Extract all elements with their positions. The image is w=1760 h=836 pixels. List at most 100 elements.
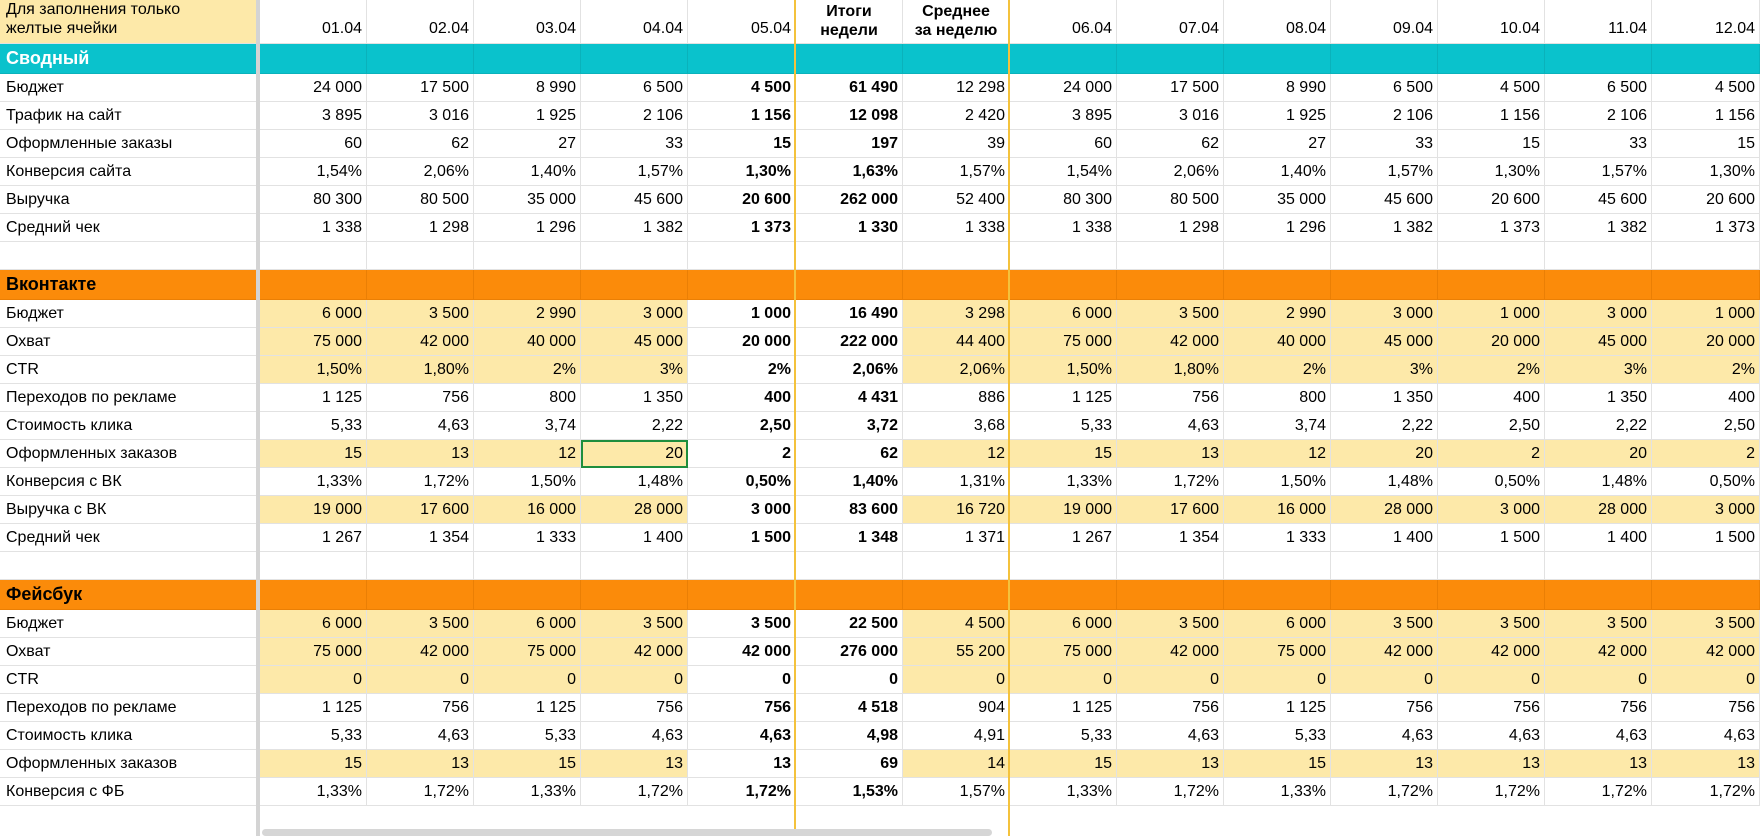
- summary-value-cell[interactable]: 13: [688, 750, 796, 778]
- data-cell[interactable]: 1 298: [1117, 214, 1224, 242]
- data-cell[interactable]: 3 000: [1545, 300, 1652, 328]
- data-cell[interactable]: 60: [260, 130, 367, 158]
- summary-value-cell[interactable]: 69: [796, 750, 903, 778]
- summary-value-cell[interactable]: 1 500: [688, 524, 796, 552]
- section-band-cell[interactable]: [903, 580, 1010, 610]
- data-cell[interactable]: 756: [367, 384, 474, 412]
- data-cell[interactable]: 1,33%: [1010, 778, 1117, 806]
- data-cell[interactable]: 62: [367, 130, 474, 158]
- data-cell[interactable]: 35 000: [474, 186, 581, 214]
- section-band-cell[interactable]: [1224, 270, 1331, 300]
- data-cell[interactable]: 42 000: [367, 328, 474, 356]
- summary-value-cell[interactable]: 276 000: [796, 638, 903, 666]
- summary-value-cell[interactable]: 1 330: [796, 214, 903, 242]
- data-cell[interactable]: 28 000: [581, 496, 688, 524]
- summary-value-cell[interactable]: 42 000: [688, 638, 796, 666]
- section-band-cell[interactable]: [1331, 44, 1438, 74]
- summary-value-cell[interactable]: 1,63%: [796, 158, 903, 186]
- data-cell[interactable]: 80 500: [367, 186, 474, 214]
- row-label[interactable]: Переходов по рекламе: [0, 384, 260, 412]
- data-cell[interactable]: 2 420: [903, 102, 1010, 130]
- data-cell[interactable]: 42 000: [367, 638, 474, 666]
- data-cell[interactable]: 3,74: [1224, 412, 1331, 440]
- column-header-date[interactable]: 05.04: [688, 0, 796, 44]
- section-band-cell[interactable]: [474, 44, 581, 74]
- data-cell[interactable]: 4 500: [903, 610, 1010, 638]
- data-cell[interactable]: 1 338: [903, 214, 1010, 242]
- section-band-cell[interactable]: [1438, 270, 1545, 300]
- summary-value-cell[interactable]: 15: [688, 130, 796, 158]
- data-cell[interactable]: 3 500: [1117, 610, 1224, 638]
- section-title[interactable]: Фейсбук: [0, 580, 260, 610]
- section-band-cell[interactable]: [796, 270, 903, 300]
- data-cell[interactable]: 35 000: [1224, 186, 1331, 214]
- data-cell[interactable]: 2 990: [1224, 300, 1331, 328]
- data-cell[interactable]: 12: [1224, 440, 1331, 468]
- column-header-date[interactable]: 10.04: [1438, 0, 1545, 44]
- data-cell[interactable]: 1,57%: [903, 158, 1010, 186]
- section-band-cell[interactable]: [1438, 44, 1545, 74]
- summary-value-cell[interactable]: 197: [796, 130, 903, 158]
- data-cell[interactable]: 1,33%: [1010, 468, 1117, 496]
- summary-value-cell[interactable]: 400: [688, 384, 796, 412]
- data-cell[interactable]: 400: [1652, 384, 1760, 412]
- section-band-cell[interactable]: [367, 270, 474, 300]
- data-cell[interactable]: 1 350: [581, 384, 688, 412]
- data-cell[interactable]: 756: [1545, 694, 1652, 722]
- data-cell[interactable]: 40 000: [1224, 328, 1331, 356]
- data-cell[interactable]: 75 000: [1010, 328, 1117, 356]
- summary-value-cell[interactable]: 0,50%: [688, 468, 796, 496]
- data-cell[interactable]: 16 000: [474, 496, 581, 524]
- data-cell[interactable]: 1 354: [367, 524, 474, 552]
- data-cell[interactable]: 3 298: [903, 300, 1010, 328]
- summary-value-cell[interactable]: 4,98: [796, 722, 903, 750]
- data-cell[interactable]: 33: [1331, 130, 1438, 158]
- data-cell[interactable]: 42 000: [1438, 638, 1545, 666]
- data-cell[interactable]: 39: [903, 130, 1010, 158]
- data-cell[interactable]: 1 156: [1438, 102, 1545, 130]
- data-cell[interactable]: 1,40%: [474, 158, 581, 186]
- data-cell[interactable]: 24 000: [1010, 74, 1117, 102]
- data-cell[interactable]: 2,50: [1438, 412, 1545, 440]
- data-cell[interactable]: 15: [474, 750, 581, 778]
- section-band-cell[interactable]: [1010, 580, 1117, 610]
- blank-cell[interactable]: [0, 552, 260, 580]
- data-cell[interactable]: 13: [1117, 440, 1224, 468]
- data-cell[interactable]: 2 106: [581, 102, 688, 130]
- data-cell[interactable]: 15: [1224, 750, 1331, 778]
- data-cell[interactable]: 42 000: [1545, 638, 1652, 666]
- blank-cell[interactable]: [581, 552, 688, 580]
- blank-cell[interactable]: [367, 552, 474, 580]
- data-cell[interactable]: 0: [581, 666, 688, 694]
- data-cell[interactable]: 20 600: [1438, 186, 1545, 214]
- data-cell[interactable]: 3 500: [1545, 610, 1652, 638]
- data-cell[interactable]: 1,50%: [260, 356, 367, 384]
- data-cell[interactable]: 2: [1438, 440, 1545, 468]
- summary-value-cell[interactable]: 2,50: [688, 412, 796, 440]
- data-cell[interactable]: 13: [1652, 750, 1760, 778]
- column-header-date[interactable]: 03.04: [474, 0, 581, 44]
- summary-value-cell[interactable]: 83 600: [796, 496, 903, 524]
- data-cell[interactable]: 1 373: [1438, 214, 1545, 242]
- summary-value-cell[interactable]: 0: [796, 666, 903, 694]
- blank-cell[interactable]: [1117, 242, 1224, 270]
- data-cell[interactable]: 3 500: [1331, 610, 1438, 638]
- section-band-cell[interactable]: [688, 44, 796, 74]
- data-cell[interactable]: 0: [1224, 666, 1331, 694]
- data-cell[interactable]: 4 500: [1438, 74, 1545, 102]
- row-label[interactable]: Средний чек: [0, 524, 260, 552]
- section-band-cell[interactable]: [1652, 580, 1760, 610]
- data-cell[interactable]: 80 300: [260, 186, 367, 214]
- data-cell[interactable]: 1,72%: [1652, 778, 1760, 806]
- data-cell[interactable]: 1 267: [260, 524, 367, 552]
- data-cell[interactable]: 15: [1652, 130, 1760, 158]
- section-band-cell[interactable]: [688, 580, 796, 610]
- data-cell[interactable]: 15: [260, 750, 367, 778]
- data-cell[interactable]: 62: [1117, 130, 1224, 158]
- data-cell[interactable]: 3%: [1545, 356, 1652, 384]
- data-cell[interactable]: 2,50: [1652, 412, 1760, 440]
- row-label[interactable]: Выручка: [0, 186, 260, 214]
- row-label[interactable]: Конверсия с ВК: [0, 468, 260, 496]
- row-label[interactable]: Оформленных заказов: [0, 750, 260, 778]
- row-label[interactable]: Трафик на сайт: [0, 102, 260, 130]
